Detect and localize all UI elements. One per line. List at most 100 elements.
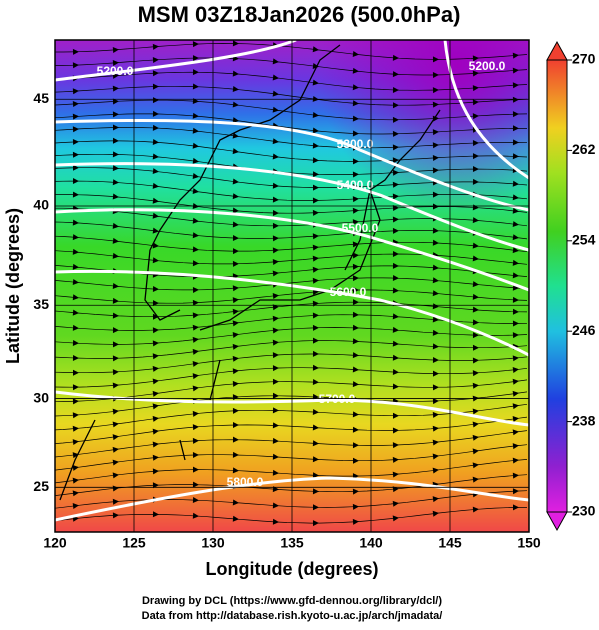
stream-arrow [152, 97, 159, 104]
stream-arrow [352, 51, 359, 58]
stream-arrow [112, 341, 119, 348]
stream-arrow [352, 130, 359, 137]
stream-arrow [392, 144, 399, 151]
stream-arrow [272, 196, 279, 203]
stream-arrow [72, 151, 79, 158]
stream-arrow [112, 512, 119, 519]
stream-arrow [312, 408, 319, 415]
stream-arrow [392, 54, 399, 61]
stream-arrow [272, 259, 279, 266]
stream-arrow [232, 380, 239, 387]
stream-arrow [472, 306, 479, 313]
stream-arrow [312, 111, 319, 118]
x-tick-label: 125 [122, 535, 146, 551]
stream-arrow [312, 79, 319, 86]
stream-arrow [112, 72, 119, 79]
stream-arrow [72, 219, 79, 226]
stream-arrow [392, 515, 399, 522]
stream-arrow [272, 106, 279, 113]
stream-arrow [352, 171, 359, 178]
stream-arrow [472, 382, 479, 389]
stream-arrow [312, 324, 319, 331]
x-tick-label: 120 [43, 535, 67, 551]
stream-arrow [352, 411, 359, 418]
stream-arrow [512, 429, 519, 436]
stream-arrow [112, 382, 119, 389]
stream-arrow [352, 241, 359, 248]
stream-arrow [312, 520, 319, 527]
stream-arrow [512, 111, 519, 118]
stream-arrow [432, 142, 439, 149]
stream-arrow [112, 179, 119, 186]
stream-arrow [432, 510, 439, 517]
stream-arrow [112, 237, 119, 244]
stream-arrow [312, 472, 319, 479]
stream-arrow [232, 451, 239, 458]
stream-arrow [272, 153, 279, 160]
stream-arrow [512, 52, 519, 59]
stream-arrow [352, 196, 359, 203]
stream-arrow [192, 83, 199, 90]
stream-arrow [232, 515, 239, 522]
stream-arrow [192, 512, 199, 519]
stream-arrow [512, 504, 519, 511]
stream-arrow [152, 390, 159, 397]
stream-arrow [392, 157, 399, 164]
stream-arrow [432, 329, 439, 336]
stream-arrow [232, 117, 239, 124]
stream-arrow [352, 84, 359, 91]
stream-arrow [312, 127, 319, 134]
stream-arrow [72, 126, 79, 133]
colorbar-tick-label: 246 [572, 322, 596, 338]
stream-arrow [312, 46, 319, 53]
stream-arrow [352, 286, 359, 293]
stream-arrow [392, 287, 399, 294]
stream-arrow [432, 439, 439, 446]
stream-arrow [112, 193, 119, 200]
stream-arrow [432, 56, 439, 63]
stream-arrow [432, 87, 439, 94]
stream-arrow [432, 264, 439, 271]
stream-arrow [472, 55, 479, 62]
stream-arrow [272, 210, 279, 217]
stream-arrow [312, 440, 319, 447]
stream-arrow [472, 255, 479, 262]
stream-arrow [72, 477, 79, 484]
stream-arrow [352, 457, 359, 464]
stream-arrow [312, 63, 319, 69]
stream-arrow [472, 281, 479, 288]
stream-arrow [232, 207, 239, 214]
stream-arrow [192, 232, 199, 239]
stream-arrow [312, 289, 319, 296]
stream-arrow [152, 182, 159, 189]
stream-arrow [432, 239, 439, 246]
y-tick-label: 45 [33, 90, 49, 106]
stream-arrow [312, 379, 319, 386]
stream-arrow [432, 203, 439, 210]
stream-arrow [112, 98, 119, 105]
stream-arrow [112, 282, 119, 289]
stream-arrow [232, 467, 239, 474]
stream-arrow [432, 453, 439, 460]
stream-arrow [392, 340, 399, 347]
stream-arrow [72, 100, 79, 107]
stream-arrow [152, 286, 159, 293]
stream-arrow [312, 233, 319, 240]
stream-arrow [472, 476, 479, 483]
stream-arrow [352, 338, 359, 345]
stream-arrow [432, 154, 439, 161]
stream-arrow [272, 74, 279, 81]
stream-arrow [112, 355, 119, 362]
stream-arrow [232, 40, 239, 47]
stream-arrow [192, 373, 199, 380]
stream-arrow [432, 357, 439, 364]
stream-arrow [392, 116, 399, 123]
stream-arrow [192, 157, 199, 164]
y-tick-label: 40 [33, 197, 49, 213]
stream-arrow [512, 308, 519, 315]
x-axis-label: Longitude (degrees) [205, 559, 378, 579]
stream-arrow [232, 407, 239, 414]
colorbar-bottom [546, 511, 568, 532]
contours [55, 40, 529, 522]
stream-arrow [232, 70, 239, 77]
